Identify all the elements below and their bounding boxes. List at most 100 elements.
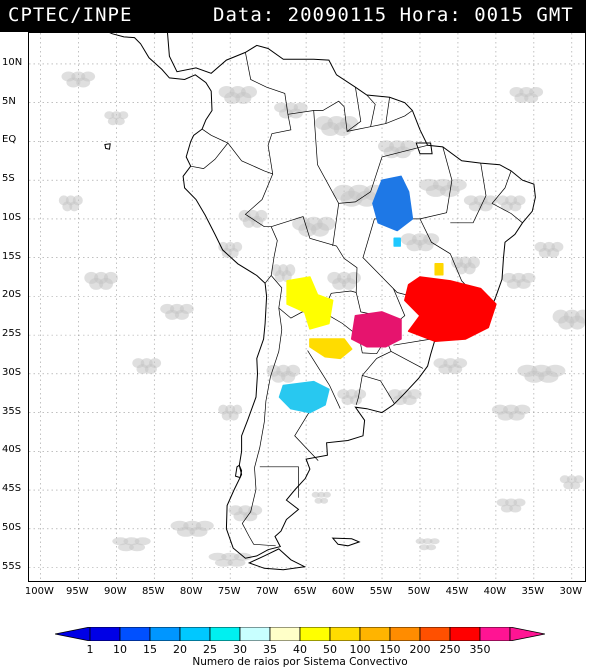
cloud-patch — [573, 475, 584, 484]
colorbar-tick-label: 40 — [293, 643, 307, 656]
cloud-patch — [509, 504, 522, 513]
cloud-patch — [248, 505, 263, 516]
lightning-system-minas-yellow-dot — [434, 263, 444, 276]
lightning-system-southeast-red — [404, 276, 497, 343]
colorbar-segment — [119, 627, 151, 641]
cloud-patch — [340, 116, 359, 130]
lon-tick-label: 70W — [255, 586, 279, 597]
cloud-patch — [107, 117, 118, 126]
lon-tick-label: 95W — [66, 586, 89, 597]
colorbar-segment — [149, 627, 181, 641]
lat-tick-label: 20S — [2, 289, 22, 301]
map-canvas — [29, 33, 585, 581]
tierra-del-fuego — [247, 548, 307, 571]
cloud-patch — [195, 520, 214, 531]
colorbar-tick-label: 10 — [113, 643, 127, 656]
colorbar-segment — [239, 627, 271, 641]
datetime-label: Data: 20090115 Hora: 0015 GMT — [213, 4, 574, 26]
lat-tick-label: 55S — [2, 560, 22, 572]
cloud-patch — [415, 538, 426, 545]
map-panel — [28, 32, 586, 582]
national-border — [322, 311, 387, 355]
colorbar-tick-label: 150 — [379, 643, 401, 656]
colorbar-segment — [179, 627, 211, 641]
lightning-system-brazil-cyan-dot — [393, 237, 401, 247]
cloud-patch — [496, 498, 509, 507]
colorbar-tick-label: 15 — [143, 643, 157, 656]
cloud-patch — [551, 241, 564, 252]
cloud-patch — [513, 195, 526, 206]
header-bar: CPTEC/INPE Data: 20090115 Hora: 0015 GMT — [0, 0, 586, 32]
lat-tick-label: 5S — [2, 173, 15, 185]
cloud-patch — [232, 241, 243, 252]
cloud-patch — [426, 544, 437, 551]
cloud-patch — [570, 481, 581, 490]
cloud-patch — [311, 491, 320, 498]
lat-tick-label: 15S — [2, 250, 22, 262]
colorbar-tick-label: 100 — [349, 643, 371, 656]
cloud-patch — [575, 309, 585, 324]
cloud-patch — [419, 544, 430, 551]
colorbar-segment — [389, 627, 421, 641]
lightning-system-central-brazil-blue — [372, 175, 414, 232]
national-border — [491, 170, 523, 224]
cloud-patch — [500, 504, 513, 513]
cloud-patch — [314, 497, 323, 504]
cloud-patch — [293, 102, 308, 113]
lightning-system-argentina-cyan — [278, 380, 330, 414]
marajo-island — [415, 142, 433, 155]
chiloe-island — [234, 464, 243, 479]
national-border — [385, 97, 390, 124]
national-border — [366, 94, 376, 127]
colorbar-segment — [419, 627, 451, 641]
lon-tick-label: 100W — [24, 586, 54, 597]
cloud-patch — [514, 404, 531, 415]
continent-outline — [104, 33, 536, 571]
cloud-patch — [255, 209, 268, 222]
cloud-patch — [505, 498, 518, 507]
lon-tick-label: 65W — [293, 586, 317, 597]
national-border — [313, 110, 340, 247]
cloud-patch — [114, 117, 125, 126]
national-border — [419, 146, 453, 220]
colorbar-tick-label: 20 — [173, 643, 187, 656]
colorbar-left-arrow — [55, 627, 91, 641]
colorbar — [55, 627, 545, 641]
cloud-patch — [103, 271, 118, 284]
cloud-patch — [559, 475, 570, 484]
colorbar-tick-label: 250 — [439, 643, 461, 656]
colorbar-tick-label: 35 — [263, 643, 277, 656]
cloud-patch — [483, 195, 498, 206]
lightning-system-paraguay-magenta — [350, 311, 402, 348]
colorbar-segment — [329, 627, 361, 641]
lon-tick-label: 50W — [407, 586, 431, 597]
cloud-patch — [81, 71, 96, 82]
colorbar-tick-label: 50 — [323, 643, 337, 656]
cloud-patch — [232, 404, 243, 415]
cloud-patch — [422, 538, 433, 545]
cloud-patch — [423, 233, 440, 246]
source-label: CPTEC/INPE — [8, 4, 133, 26]
cloud-patch — [208, 552, 227, 561]
colorbar-segment — [479, 627, 511, 641]
cloud-patch — [407, 389, 422, 400]
lon-tick-label: 55W — [369, 586, 393, 597]
coastline — [109, 33, 536, 559]
cloud-patch — [317, 216, 336, 231]
cloud-patch — [72, 195, 83, 206]
cloud-patch — [111, 111, 122, 120]
lon-tick-label: 30W — [559, 586, 583, 597]
cloud-patch — [179, 303, 194, 314]
national-border — [244, 173, 278, 284]
cloud-patch — [112, 537, 129, 546]
lightning-systems — [278, 175, 497, 414]
lon-tick-label: 75W — [217, 586, 241, 597]
cloud-patch — [521, 272, 536, 283]
lat-tick-label: 5N — [2, 95, 16, 107]
lon-tick-label: 85W — [141, 586, 165, 597]
colorbar-title: Numero de raios por Sistema Convectivo — [192, 656, 408, 668]
lat-tick-label: 10N — [2, 56, 23, 68]
cloud-patch — [241, 86, 257, 98]
colorbar-tick-label: 1 — [86, 643, 94, 656]
cloud-patch — [545, 364, 566, 377]
